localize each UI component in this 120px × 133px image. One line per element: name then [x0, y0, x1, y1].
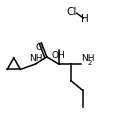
Text: Cl: Cl [67, 7, 77, 17]
Text: 2: 2 [88, 60, 92, 66]
Text: O: O [36, 43, 43, 53]
Text: NH: NH [82, 54, 95, 63]
Text: OH: OH [52, 51, 66, 60]
Text: H: H [81, 14, 89, 24]
Text: NH: NH [29, 54, 42, 63]
